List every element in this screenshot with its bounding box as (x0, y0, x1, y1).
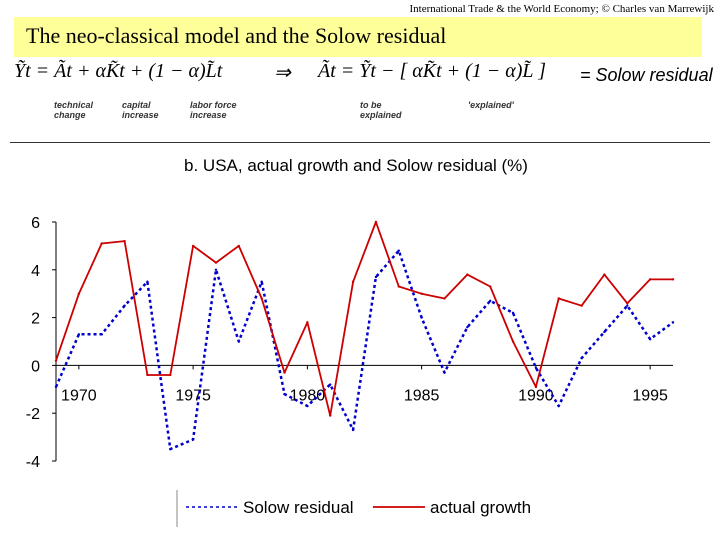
formula-sub-explained-target: to be explained (360, 100, 402, 120)
data-point (626, 304, 629, 307)
data-point (191, 244, 195, 248)
plot-area: -4 -2 0 2 4 6 1970 1975 1980 1985 1990 1995 (26, 215, 675, 471)
header-note: International Trade & the World Economy;… (409, 3, 714, 15)
data-point (374, 275, 378, 279)
data-point (557, 404, 560, 408)
data-point (580, 304, 583, 307)
data-point (603, 330, 606, 334)
x-tick-label: 1970 (61, 387, 97, 404)
formula-sub-explained: 'explained' (468, 100, 514, 110)
title-band: The neo-classical model and the Solow re… (14, 17, 702, 57)
data-point (329, 414, 332, 417)
slide-title: The neo-classical model and the Solow re… (26, 23, 447, 48)
data-point (123, 304, 126, 307)
data-point (146, 280, 149, 283)
data-point (443, 371, 446, 374)
data-point (54, 385, 58, 389)
x-tick-label: 1990 (518, 387, 554, 404)
data-point (237, 244, 241, 248)
data-point (260, 297, 263, 300)
data-point (191, 438, 195, 441)
formula-rhs: Ãt = Ỹt − [ αK̃t + (1 − α)L̃ ] (318, 60, 546, 82)
data-point (488, 299, 492, 303)
data-point (397, 249, 400, 252)
y-tick-label: -2 (26, 406, 40, 423)
data-point (557, 297, 560, 300)
data-point (671, 321, 675, 324)
data-point (511, 311, 515, 315)
data-point (534, 366, 538, 369)
y-tick-label: 4 (31, 263, 40, 280)
data-point (100, 333, 103, 336)
y-tick-label: 2 (31, 311, 40, 328)
formula-sub-technical: technical change (54, 100, 94, 120)
data-point (443, 297, 446, 300)
data-point (671, 278, 675, 281)
data-point (169, 373, 172, 377)
data-point (214, 268, 218, 271)
data-point (54, 359, 58, 362)
data-point (534, 385, 538, 389)
data-point (283, 371, 286, 374)
data-point (329, 383, 332, 386)
y-tick-label: -4 (26, 454, 40, 471)
x-tick-label: 1975 (175, 387, 211, 404)
data-point (351, 428, 355, 432)
data-point (260, 280, 263, 283)
data-point (466, 325, 469, 329)
data-point (100, 242, 103, 245)
data-point (169, 447, 172, 451)
data-point (648, 278, 652, 281)
formula-sub-capital: capital increase (122, 100, 159, 120)
y-tick-label: 0 (31, 358, 40, 375)
data-point (488, 285, 492, 288)
legend: Solow residual actual growth (176, 490, 531, 527)
data-point (580, 357, 583, 360)
data-point (466, 273, 469, 276)
data-point (237, 340, 241, 343)
data-point (374, 220, 378, 224)
data-point (511, 340, 515, 343)
data-point (397, 285, 400, 288)
x-tick-label: 1995 (632, 387, 668, 404)
data-point (214, 261, 218, 264)
data-point (351, 280, 355, 283)
growth-accounting-formula: Ỹt = Ãt + αK̃t + (1 − α)L̃t ⇒ Ãt = Ỹt − … (12, 56, 713, 136)
chart-title: b. USA, actual growth and Solow residual… (184, 156, 528, 175)
divider (10, 142, 710, 143)
x-tick-label: 1985 (404, 387, 440, 404)
data-point (626, 302, 629, 305)
formula-sub-labor: labor force increase (190, 100, 237, 120)
data-point (77, 292, 81, 295)
data-point (603, 273, 606, 276)
formula-implies: ⇒ (274, 62, 291, 84)
data-point (306, 404, 309, 408)
y-tick-label: 6 (31, 215, 40, 232)
formula-solow-label: = Solow residual (580, 65, 713, 85)
data-point (648, 337, 652, 341)
data-point (306, 321, 309, 324)
data-point (146, 373, 149, 377)
data-point (283, 392, 286, 396)
data-point (77, 333, 81, 336)
series-line-solow-residual (54, 249, 674, 451)
legend-label-actual-growth: actual growth (430, 498, 531, 517)
series-line-actual-growth (55, 221, 673, 417)
data-point (420, 292, 423, 295)
data-point (420, 316, 423, 319)
data-point (123, 239, 126, 243)
legend-label-solow-residual: Solow residual (243, 498, 354, 517)
x-tick-label: 1980 (290, 387, 326, 404)
formula-lhs: Ỹt = Ãt + αK̃t + (1 − α)L̃t (14, 60, 223, 82)
growth-chart: b. USA, actual growth and Solow residual… (26, 156, 675, 527)
